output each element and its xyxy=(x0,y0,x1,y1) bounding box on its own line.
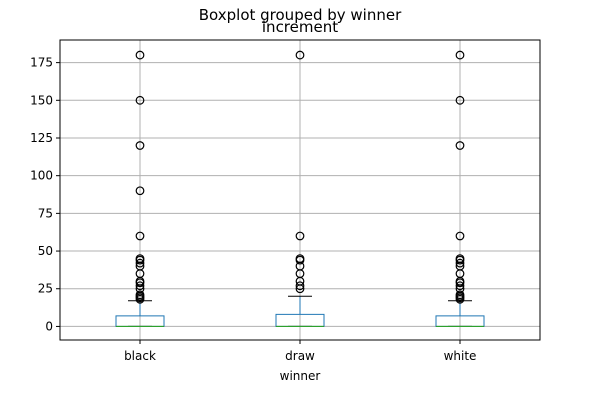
y-axis-ticks: 0 25 50 75 100 125 150 175 xyxy=(30,56,60,333)
outlier-point xyxy=(135,290,145,300)
box-white xyxy=(435,50,485,328)
box-black xyxy=(115,50,165,328)
outlier-point xyxy=(135,186,145,196)
outlier-point xyxy=(135,50,145,60)
outlier-point xyxy=(295,231,305,241)
outlier-point xyxy=(455,50,465,60)
y-tick-label: 25 xyxy=(38,282,53,296)
outlier-point xyxy=(135,258,145,268)
outlier-point xyxy=(295,281,305,291)
y-tick-label: 100 xyxy=(30,169,53,183)
chart-title: increment xyxy=(262,18,338,36)
y-tick-label: 50 xyxy=(38,244,53,258)
outlier-point xyxy=(295,50,305,60)
y-tick-label: 125 xyxy=(30,131,53,145)
x-tick-label: white xyxy=(444,349,477,363)
outlier-point xyxy=(455,254,465,263)
y-tick-label: 175 xyxy=(30,56,53,70)
grid-lines xyxy=(60,40,540,340)
box-draw xyxy=(275,50,325,328)
outlier-point xyxy=(135,254,145,263)
outlier-point xyxy=(455,95,465,105)
outlier-point xyxy=(135,95,145,105)
x-tick-label: black xyxy=(124,349,156,363)
boxes-group xyxy=(115,50,485,328)
chart-suptitle: Boxplot grouped by winner xyxy=(199,6,402,24)
x-axis-label: winner xyxy=(280,369,321,383)
outlier-point xyxy=(295,254,305,263)
outlier-point xyxy=(455,231,465,241)
outlier-point xyxy=(135,281,145,291)
outlier-point xyxy=(455,281,465,291)
x-tick-label: draw xyxy=(285,349,315,363)
outlier-point xyxy=(135,141,145,150)
y-tick-label: 75 xyxy=(38,206,53,220)
outlier-point xyxy=(455,290,465,300)
x-axis-ticks: black draw white xyxy=(124,340,476,363)
outlier-point xyxy=(135,231,145,241)
outlier-point xyxy=(455,141,465,150)
y-tick-label: 0 xyxy=(45,319,53,333)
outlier-point xyxy=(455,258,465,268)
y-tick-label: 150 xyxy=(30,93,53,107)
